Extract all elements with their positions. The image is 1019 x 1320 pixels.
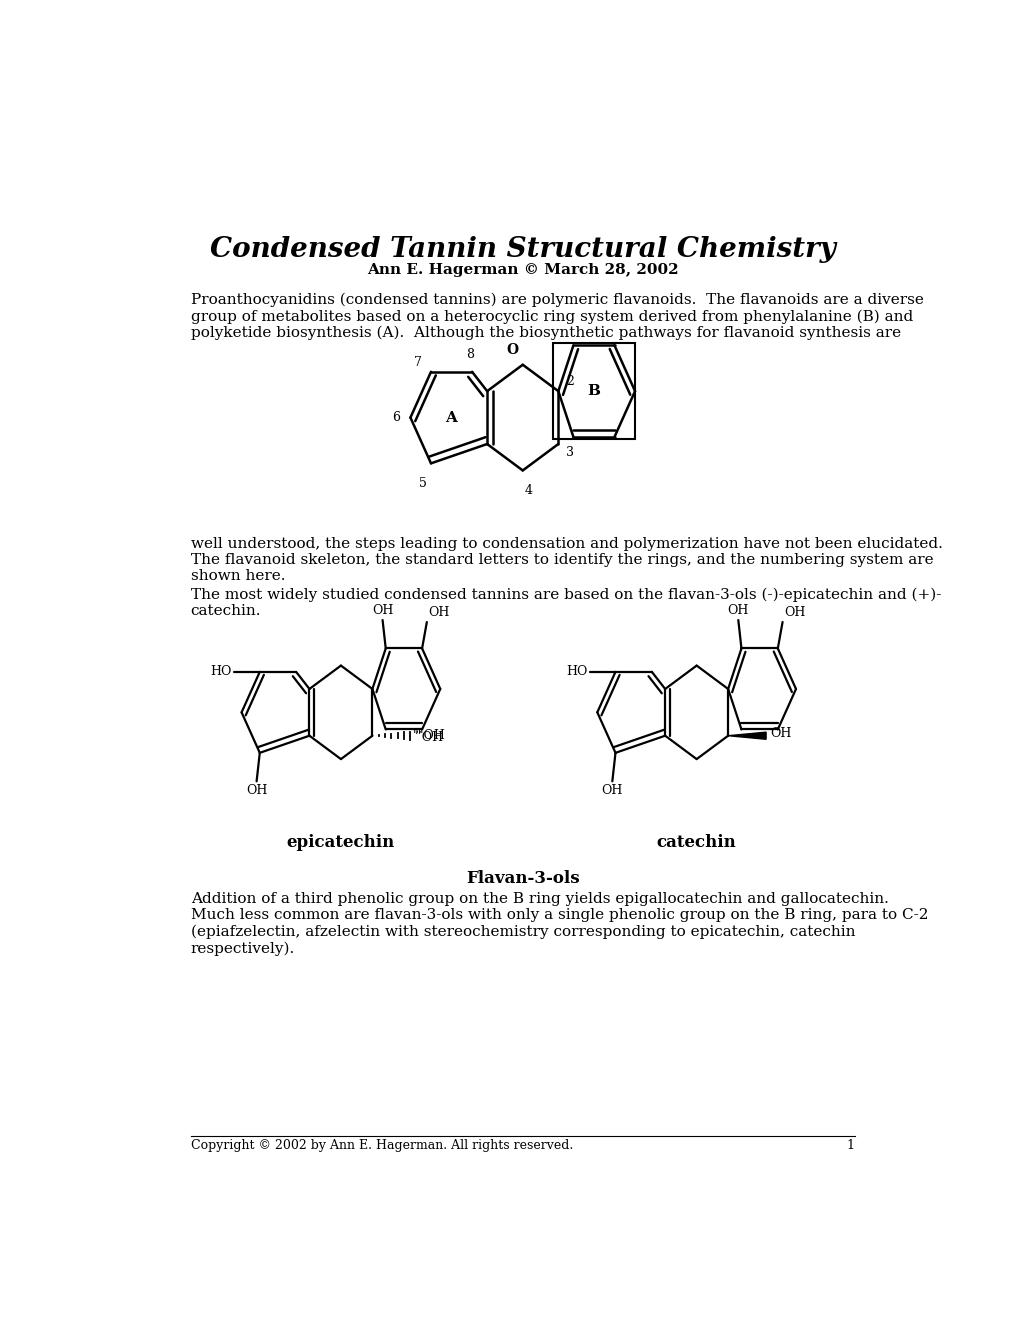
- Text: ’’OH: ’’OH: [414, 731, 443, 744]
- Text: Flavan-3-ols: Flavan-3-ols: [466, 870, 579, 887]
- Text: Addition of a third phenolic group on the B ring yields epigallocatechin and gal: Addition of a third phenolic group on th…: [191, 892, 927, 956]
- Text: OH: OH: [727, 605, 748, 616]
- Text: catechin: catechin: [656, 834, 736, 851]
- Text: well understood, the steps leading to condensation and polymerization have not b: well understood, the steps leading to co…: [191, 536, 942, 583]
- Text: Proanthocyanidins (condensed tannins) are polymeric flavanoids.  The flavanoids : Proanthocyanidins (condensed tannins) ar…: [191, 293, 923, 341]
- Text: 6: 6: [391, 411, 399, 424]
- Text: OH: OH: [428, 606, 449, 619]
- Text: A: A: [445, 411, 458, 425]
- Text: ""OH: ""OH: [413, 729, 445, 742]
- Text: 3: 3: [566, 446, 574, 459]
- Text: Condensed Tannin Structural Chemistry: Condensed Tannin Structural Chemistry: [210, 236, 835, 263]
- Text: Ann E. Hagerman © March 28, 2002: Ann E. Hagerman © March 28, 2002: [367, 263, 678, 277]
- Text: HO: HO: [211, 665, 232, 678]
- Text: OH: OH: [601, 784, 623, 797]
- Text: O: O: [506, 343, 519, 356]
- Text: Copyright © 2002 by Ann E. Hagerman. All rights reserved.: Copyright © 2002 by Ann E. Hagerman. All…: [191, 1139, 573, 1152]
- Text: 7: 7: [414, 356, 421, 368]
- Text: HO: HO: [566, 665, 587, 678]
- Text: 5: 5: [419, 477, 427, 490]
- Text: 2: 2: [566, 375, 574, 388]
- Text: 4: 4: [525, 483, 533, 496]
- Text: OH: OH: [246, 784, 267, 797]
- Text: B: B: [587, 384, 600, 399]
- Text: 8: 8: [466, 347, 473, 360]
- Text: The most widely studied condensed tannins are based on the flavan-3-ols (-)-epic: The most widely studied condensed tannin…: [191, 587, 941, 618]
- Text: epicatechin: epicatechin: [286, 834, 394, 851]
- Text: OH: OH: [784, 606, 805, 619]
- Text: OH: OH: [372, 605, 393, 616]
- Text: OH: OH: [769, 727, 791, 741]
- Text: 1: 1: [846, 1139, 854, 1152]
- Polygon shape: [728, 733, 765, 739]
